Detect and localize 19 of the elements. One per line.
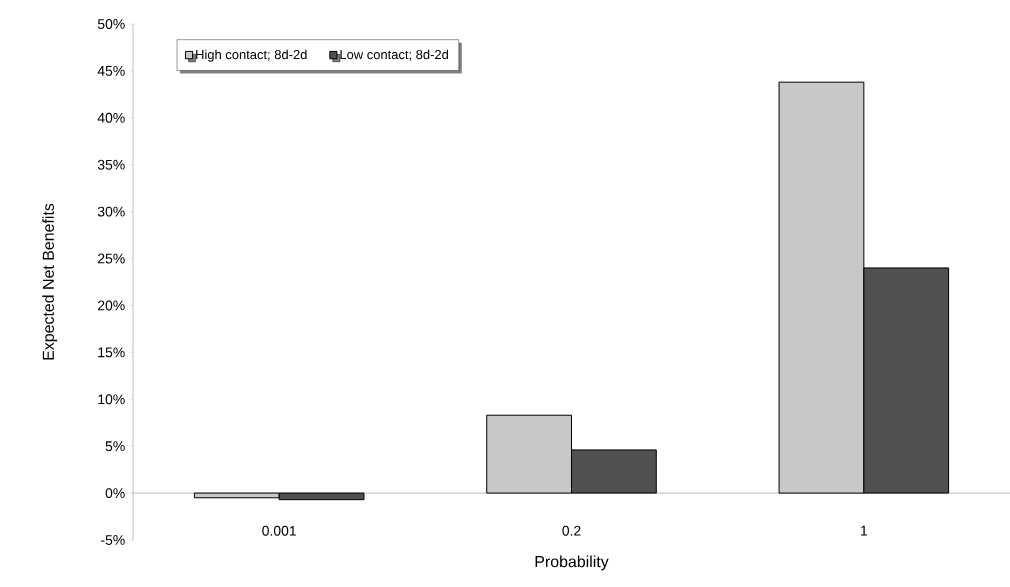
legend-label: Low contact; 8d-2d xyxy=(340,49,448,61)
y-tick-label: 0% xyxy=(105,488,125,499)
x-tick-label: 0.2 xyxy=(562,525,581,536)
y-tick-label: 10% xyxy=(98,394,125,405)
y-tick-label: 40% xyxy=(97,112,125,123)
y-tick-label: 15% xyxy=(98,347,125,358)
x-axis-title: Probability xyxy=(535,555,609,571)
legend-label: High contact; 8d-2d xyxy=(196,49,307,62)
y-tick-label: 20% xyxy=(98,300,125,311)
y-tick-label: 30% xyxy=(97,206,125,217)
y-tick-label: 50% xyxy=(97,19,125,29)
y-tick-label: -5% xyxy=(101,535,125,545)
x-tick-label: 1 xyxy=(861,525,868,536)
y-tick-label: 5% xyxy=(105,441,125,452)
x-tick-label: 0.001 xyxy=(262,525,296,536)
y-tick-label: 25% xyxy=(98,253,125,264)
y-tick-label: 35% xyxy=(97,159,125,170)
y-tick-label: 45% xyxy=(97,65,125,76)
y-axis-title: Expected Net Benefits xyxy=(42,203,58,360)
